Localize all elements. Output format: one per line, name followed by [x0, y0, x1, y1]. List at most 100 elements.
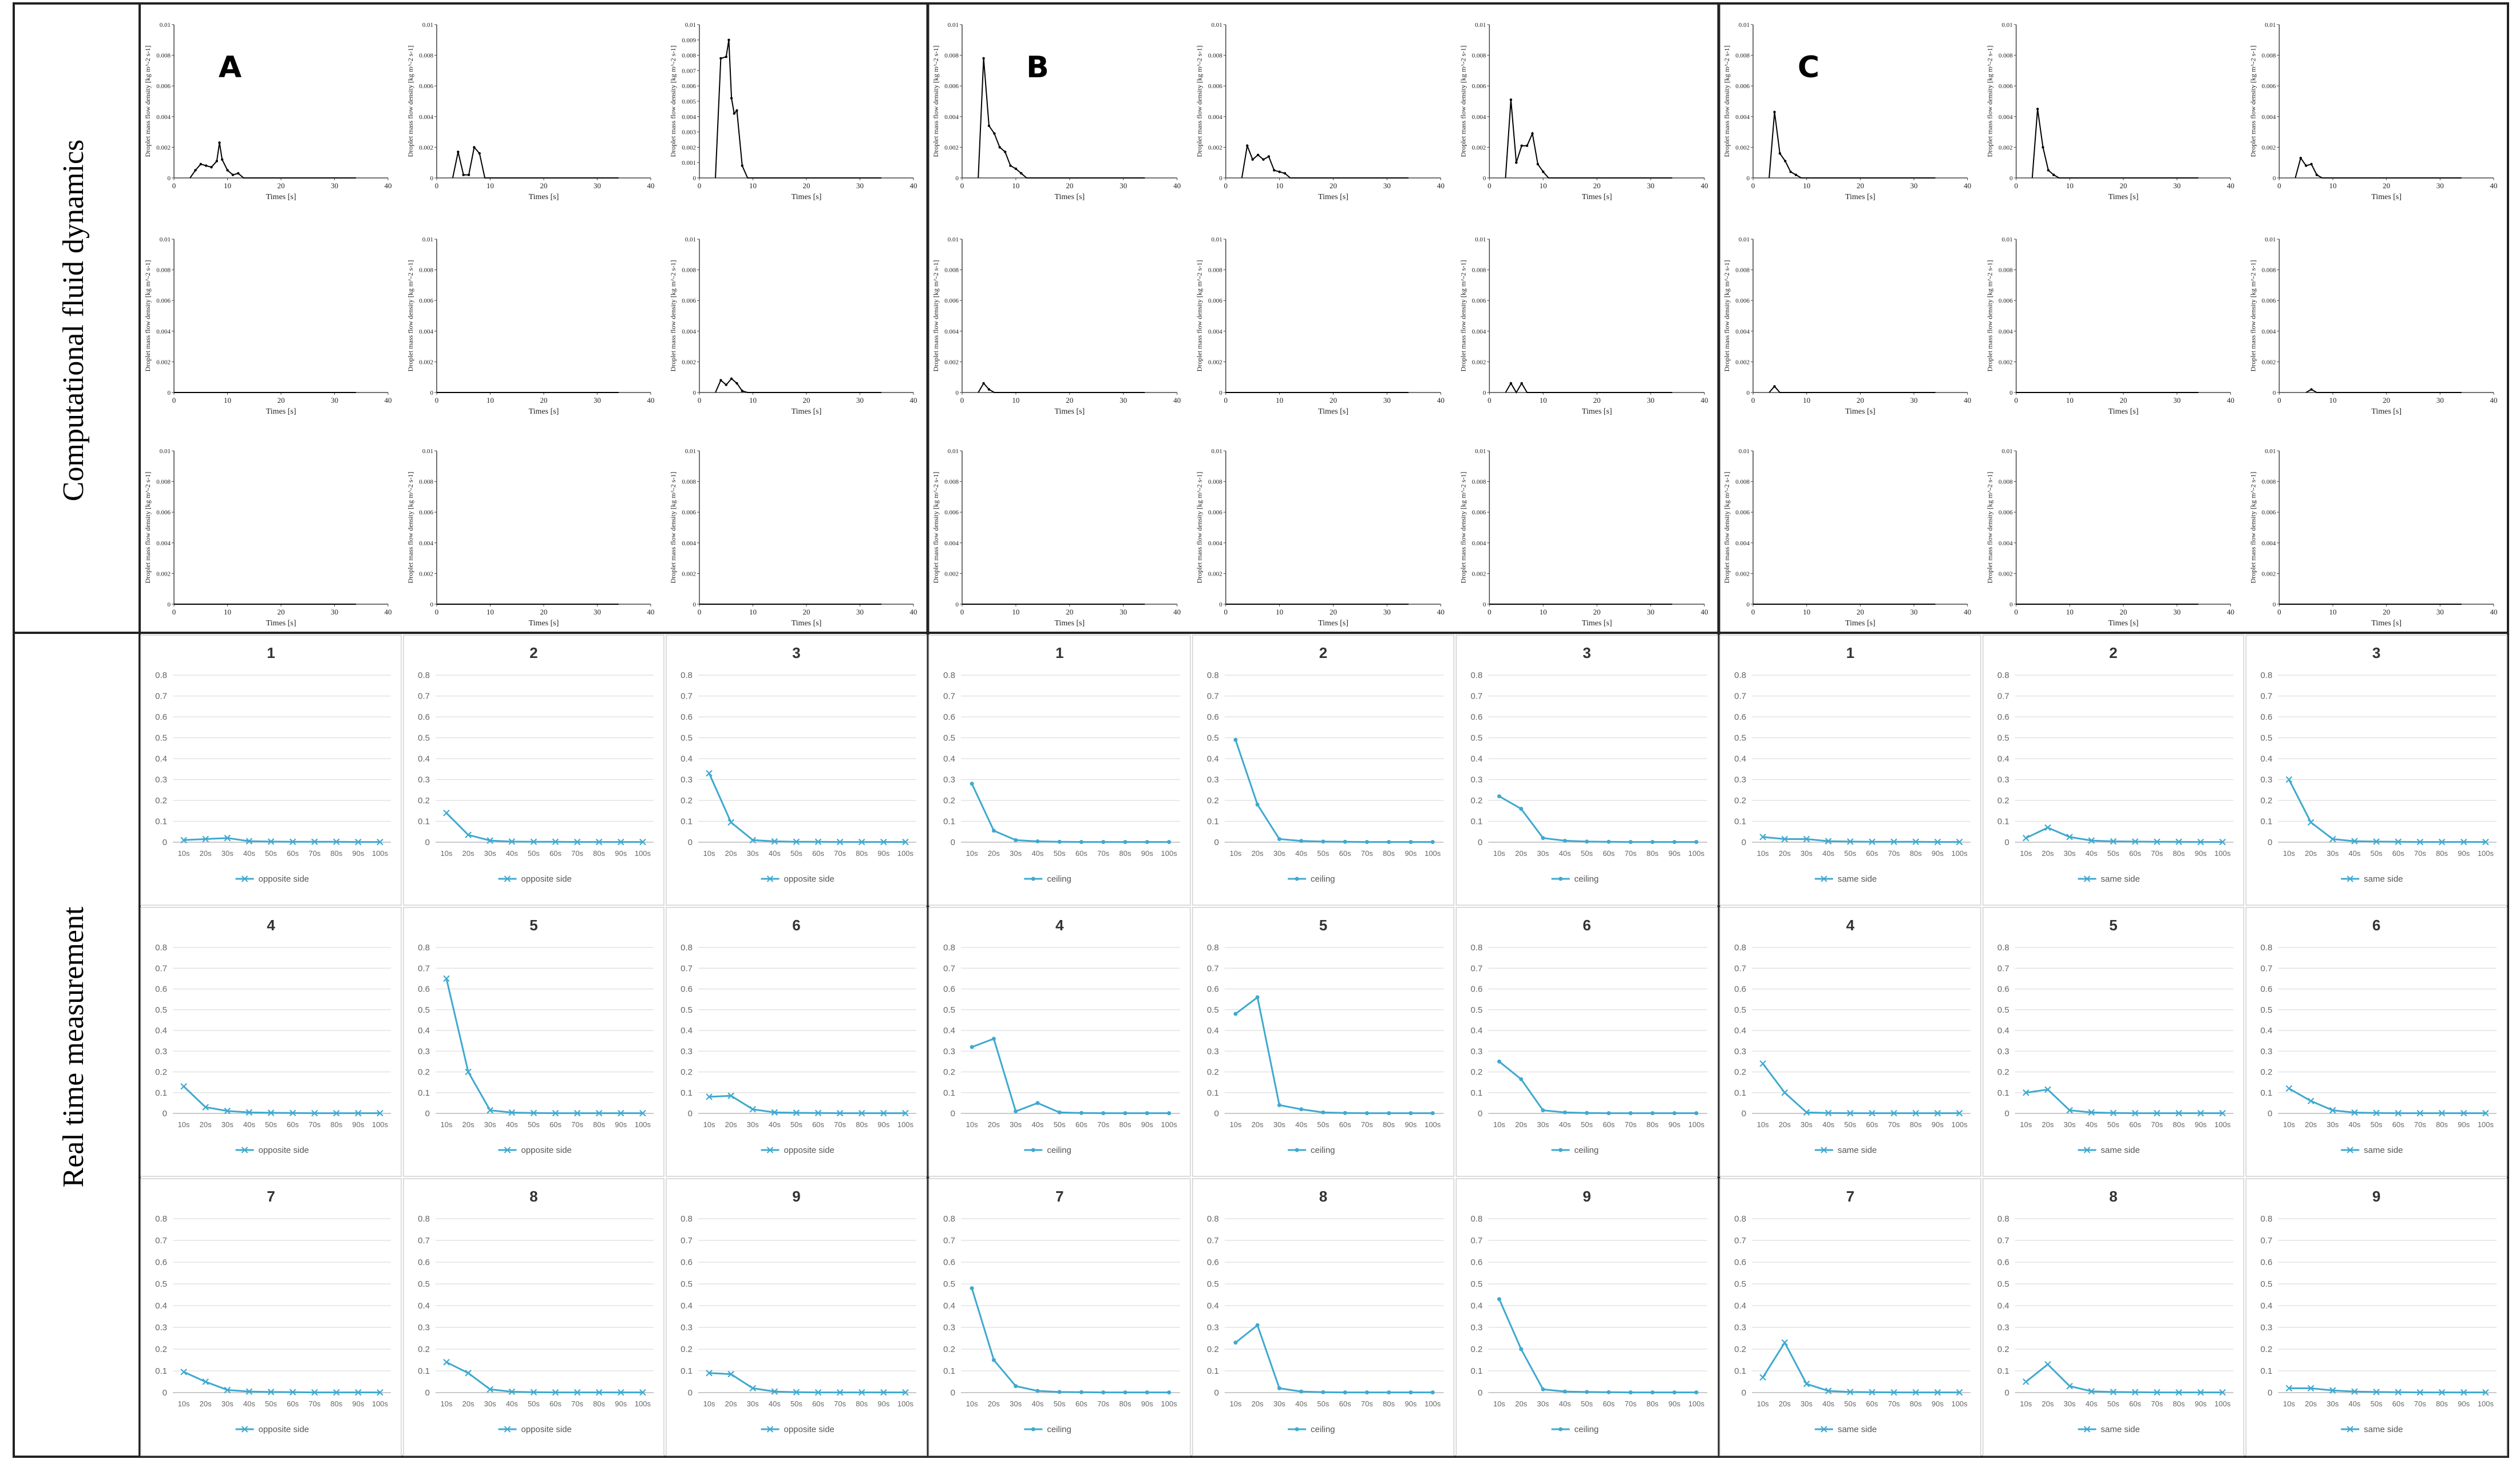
rt-y-tick-label: 0.3: [1470, 1323, 1482, 1333]
cfd-x-tick-label: 10: [749, 396, 757, 405]
rt-y-tick-label: 0.7: [1207, 692, 1219, 701]
rt-y-tick-label: 0.7: [418, 692, 430, 701]
cfd-y-tick-label: 0.01: [2001, 236, 2012, 243]
rt-x-tick-label: 40s: [1559, 1120, 1571, 1129]
cfd-data-point: [199, 162, 202, 166]
cfd-y-tick-label: 0.004: [682, 114, 696, 121]
rt-y-tick-label: 0.5: [1207, 733, 1219, 743]
rt-x-tick-label: 90s: [2458, 1120, 2470, 1129]
rt-x-tick-label: 70s: [2151, 1399, 2163, 1408]
cfd-x-tick-label: 40: [1964, 396, 1971, 405]
rt-data-point: [377, 838, 383, 846]
rt-y-tick-label: 0.3: [418, 1046, 430, 1056]
rt-x-tick-label: 90s: [615, 849, 627, 858]
rt-y-tick-label: 0.2: [681, 1068, 693, 1077]
rt-legend-marker: [2083, 1426, 2091, 1433]
rt-data-point: [1321, 839, 1326, 844]
cfd-x-tick-label: 0: [2277, 396, 2281, 405]
rt-legend-label: same side: [1838, 1145, 1877, 1155]
cfd-y-axis-title: Droplet mass flow density [kg m^-2 s-1]: [2249, 46, 2257, 157]
rt-data-point: [749, 1385, 757, 1392]
rt-x-tick-label: 80s: [1383, 849, 1395, 858]
rt-data-point: [706, 770, 713, 777]
rt-x-tick-label: 50s: [1581, 1120, 1593, 1129]
rt-data-point: [2066, 1382, 2073, 1390]
cfd-series-line: [978, 382, 1145, 393]
rt-legend-label: opposite side: [784, 1145, 834, 1155]
rt-y-tick-label: 0.5: [681, 733, 693, 743]
cfd-data-point: [727, 38, 730, 42]
rt-x-tick-label: 80s: [856, 849, 868, 858]
rt-y-tick-label: 0: [1478, 1388, 1482, 1398]
rt-panel-title: 2: [529, 644, 537, 661]
rt-panel-border: [403, 635, 664, 906]
rt-x-tick-label: 30s: [747, 849, 759, 858]
rt-x-tick-label: 100s: [635, 1399, 651, 1408]
rt-series-line: [1498, 795, 1696, 843]
rt-y-tick-label: 0.7: [1207, 964, 1219, 973]
rt-x-tick-label: 80s: [2436, 1399, 2448, 1408]
cfd-panel-a-9: 0 0.002 0.004 0.006 0.008 0.01 0 10 20 30 40 Times …: [669, 448, 917, 628]
cfd-x-axis-title: Times [s]: [1845, 619, 1876, 628]
rt-data-point: [1277, 837, 1281, 842]
rt-x-tick-label: 90s: [1668, 1120, 1680, 1129]
cfd-x-tick-label: 40: [1173, 396, 1181, 405]
rt-data-point: [1519, 807, 1524, 811]
rt-y-tick-label: 0.3: [2260, 775, 2272, 785]
rt-panel-a-4: 4 0 0.1 0.2 0.3 0.4 0.5 0.6 0.7 0.8 10s 20s 30s 40s 50…: [140, 907, 402, 1177]
cfd-x-tick-label: 40: [910, 181, 917, 190]
cfd-y-tick-label: 0.008: [156, 267, 171, 274]
rt-x-tick-label: 90s: [1141, 849, 1153, 858]
rt-y-tick-label: 0.7: [943, 692, 955, 701]
rt-x-tick-label: 30s: [1537, 849, 1549, 858]
rt-data-point: [1321, 1110, 1326, 1115]
cfd-x-tick-label: 30: [2436, 181, 2444, 190]
rt-data-point: [2373, 1109, 2380, 1117]
cfd-x-tick-label: 20: [540, 181, 548, 190]
rt-y-tick-label: 0.4: [1997, 754, 2009, 764]
rt-panel-a-6: 6 0 0.1 0.2 0.3 0.4 0.5 0.6 0.7 0.8 10s 20s 30s 40s 50…: [666, 907, 927, 1177]
rt-y-tick-label: 0.4: [1470, 1026, 1482, 1036]
cfd-y-tick-label: 0.004: [1208, 540, 1223, 547]
rt-data-point: [2153, 1109, 2161, 1117]
cfd-x-tick-label: 20: [2120, 181, 2127, 190]
rt-x-tick-label: 80s: [2173, 1399, 2185, 1408]
rt-data-point: [355, 1109, 362, 1117]
rt-data-point: [1343, 839, 1347, 844]
cfd-x-tick-label: 20: [803, 608, 810, 616]
rt-y-tick-label: 0.3: [1207, 1046, 1219, 1056]
rt-data-point: [224, 1107, 231, 1115]
rt-panel-title: 5: [2109, 917, 2117, 934]
rt-legend-label: ceiling: [1574, 874, 1599, 884]
cfd-data-point: [2052, 173, 2055, 176]
cfd-data-point: [998, 146, 1001, 149]
rt-x-tick-label: 40s: [243, 1399, 255, 1408]
rt-x-tick-label: 80s: [330, 1399, 342, 1408]
cfd-y-tick-label: 0.004: [1735, 114, 1750, 121]
rt-data-point: [1869, 838, 1876, 846]
cfd-y-tick-label: 0: [430, 390, 434, 397]
cfd-x-axis-title: Times [s]: [1054, 407, 1085, 416]
rt-y-tick-label: 0.6: [2260, 712, 2272, 722]
rt-data-point: [836, 1389, 844, 1396]
rt-y-tick-label: 0.3: [943, 1323, 955, 1333]
rt-x-tick-label: 20s: [200, 1399, 212, 1408]
cfd-x-tick-label: 20: [278, 608, 285, 616]
rt-y-tick-label: 0.1: [1997, 1088, 2009, 1098]
rt-y-tick-label: 0.2: [1207, 1068, 1219, 1077]
rt-data-point: [2153, 838, 2161, 846]
rt-panel-border: [928, 635, 1191, 906]
cfd-data-point: [1267, 155, 1270, 158]
cfd-panel-a-1: 0 0.002 0.004 0.006 0.008 0.01 0 10 20 30 40 Times …: [144, 22, 392, 201]
rt-data-point: [2044, 1361, 2051, 1368]
rt-x-tick-label: 70s: [571, 1120, 583, 1129]
rt-data-point: [771, 1388, 778, 1395]
rt-data-point: [246, 1388, 253, 1395]
cfd-x-tick-label: 0: [698, 608, 702, 616]
cfd-x-tick-label: 40: [1173, 181, 1181, 190]
rt-data-point: [2022, 1378, 2030, 1385]
rt-panel-border: [1192, 1178, 1455, 1456]
rt-data-point: [836, 838, 844, 846]
rt-data-point: [1167, 840, 1172, 844]
rt-data-point: [749, 836, 757, 844]
